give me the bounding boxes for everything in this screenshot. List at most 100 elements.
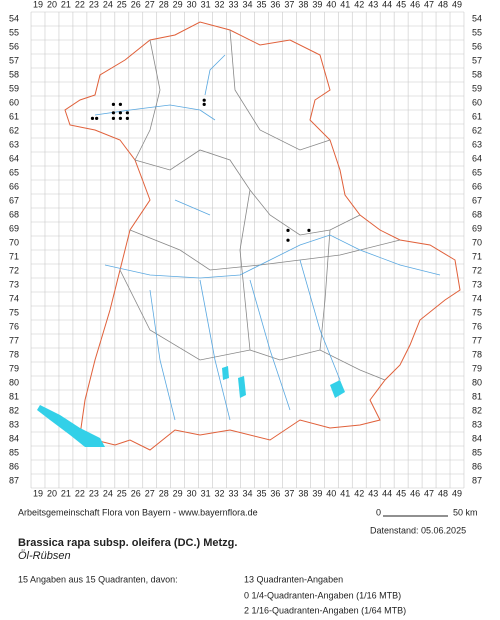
row-label: 54 xyxy=(472,13,482,23)
row-label: 55 xyxy=(472,27,482,37)
detail: 13 Quadranten-Angaben xyxy=(244,574,343,584)
row-label: 64 xyxy=(472,153,482,163)
row-label: 76 xyxy=(9,321,19,331)
record-dot xyxy=(111,102,116,106)
record-dot xyxy=(90,116,95,120)
row-label: 78 xyxy=(9,349,19,359)
column-label: 24 xyxy=(103,0,113,9)
record-dot xyxy=(286,228,290,232)
detail: 0 1/4-Quadranten-Angaben (1/16 MTB) xyxy=(244,590,401,600)
record-dot xyxy=(202,98,206,102)
row-label: 79 xyxy=(472,363,482,373)
summary: 15 Angaben aus 15 Quadranten, davon: xyxy=(18,574,178,584)
row-label: 73 xyxy=(9,279,19,289)
scale-start: 0 xyxy=(376,507,381,517)
row-label: 56 xyxy=(9,41,19,51)
column-label: 42 xyxy=(354,0,364,9)
column-label: 29 xyxy=(173,488,183,498)
column-label: 39 xyxy=(312,0,322,9)
column-label: 21 xyxy=(61,488,71,498)
column-label: 33 xyxy=(229,0,239,9)
column-label: 37 xyxy=(284,488,294,498)
row-label: 80 xyxy=(9,377,19,387)
row-label: 73 xyxy=(472,279,482,289)
basemap xyxy=(37,21,461,451)
column-label: 41 xyxy=(340,488,350,498)
row-label: 77 xyxy=(9,335,19,345)
column-label: 35 xyxy=(256,488,266,498)
record-dot xyxy=(307,228,311,232)
column-label: 27 xyxy=(145,488,155,498)
column-label: 28 xyxy=(159,488,169,498)
column-label: 26 xyxy=(131,488,141,498)
row-label: 57 xyxy=(472,55,482,65)
column-label: 33 xyxy=(229,488,239,498)
column-label: 35 xyxy=(256,0,266,9)
row-label: 85 xyxy=(9,447,19,457)
record-dot xyxy=(118,116,123,120)
row-label: 82 xyxy=(9,405,19,415)
lake xyxy=(238,376,246,398)
column-label: 42 xyxy=(354,488,364,498)
row-label: 59 xyxy=(9,83,19,93)
column-label: 27 xyxy=(145,0,155,9)
record-dot xyxy=(125,116,129,120)
row-label: 77 xyxy=(472,335,482,345)
column-label: 41 xyxy=(340,0,350,9)
column-label: 38 xyxy=(298,0,308,9)
column-label: 47 xyxy=(424,0,434,9)
row-label: 55 xyxy=(9,27,19,37)
column-label: 37 xyxy=(284,0,294,9)
column-label: 26 xyxy=(131,0,141,9)
lake-constance xyxy=(37,405,105,447)
column-label: 19 xyxy=(33,488,43,498)
column-label: 46 xyxy=(410,488,420,498)
row-label: 59 xyxy=(472,83,482,93)
row-label: 71 xyxy=(472,251,482,261)
column-label: 23 xyxy=(89,488,99,498)
column-label: 34 xyxy=(242,0,252,9)
row-label: 65 xyxy=(472,167,482,177)
column-label: 20 xyxy=(47,0,57,9)
row-label: 86 xyxy=(9,461,19,471)
row-label: 69 xyxy=(472,223,482,233)
row-label: 67 xyxy=(472,195,482,205)
record-dot xyxy=(118,111,123,115)
row-label: 84 xyxy=(472,433,482,443)
row-label: 66 xyxy=(472,181,482,191)
detail: 2 1/16-Quadranten-Angaben (1/64 MTB) xyxy=(244,605,406,615)
column-label: 44 xyxy=(382,488,392,498)
row-label: 62 xyxy=(9,125,19,135)
row-label: 76 xyxy=(472,321,482,331)
column-label: 40 xyxy=(326,0,336,9)
district-borders xyxy=(119,29,401,381)
column-label: 46 xyxy=(410,0,420,9)
lake xyxy=(330,380,345,398)
row-label: 66 xyxy=(9,181,19,191)
record-dot xyxy=(125,111,129,115)
column-label: 45 xyxy=(396,0,406,9)
row-label: 61 xyxy=(9,111,19,121)
scale-end: 50 km xyxy=(453,507,478,517)
state-border xyxy=(64,21,461,451)
column-label: 20 xyxy=(47,488,57,498)
row-label: 82 xyxy=(472,405,482,415)
column-label: 36 xyxy=(270,488,280,498)
column-label: 44 xyxy=(382,0,392,9)
column-label: 49 xyxy=(452,488,462,498)
column-label: 30 xyxy=(187,488,197,498)
credit: Arbeitsgemeinschaft Flora von Bayern - w… xyxy=(18,507,258,517)
records xyxy=(90,98,311,242)
record-dot xyxy=(202,102,206,106)
row-label: 79 xyxy=(9,363,19,373)
record-dot xyxy=(118,102,123,106)
row-label: 87 xyxy=(9,475,19,485)
column-label: 30 xyxy=(187,0,197,9)
row-label: 81 xyxy=(472,391,482,401)
row-label: 74 xyxy=(472,293,482,303)
column-label: 48 xyxy=(438,488,448,498)
row-label: 62 xyxy=(472,125,482,135)
column-label: 43 xyxy=(368,488,378,498)
column-label: 25 xyxy=(117,0,127,9)
